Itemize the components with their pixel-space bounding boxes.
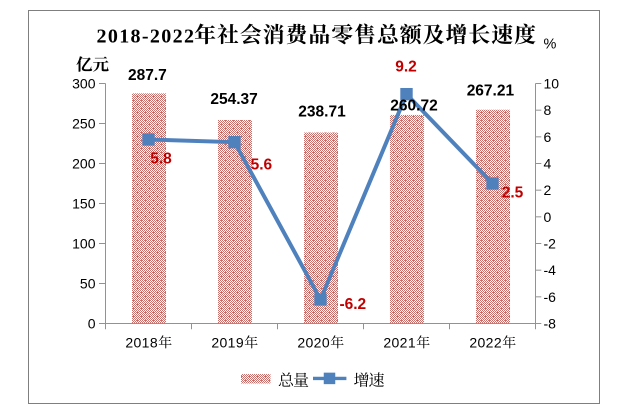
svg-text:2018-2022: 2018-2022 bbox=[97, 26, 196, 48]
svg-text:267.21: 267.21 bbox=[467, 82, 515, 99]
svg-text:2020: 2020 bbox=[297, 334, 330, 350]
svg-text:-2: -2 bbox=[544, 236, 557, 252]
svg-text:2: 2 bbox=[544, 182, 552, 198]
svg-text:-8: -8 bbox=[544, 316, 557, 332]
svg-text:238.71: 238.71 bbox=[298, 103, 346, 120]
svg-text:150: 150 bbox=[72, 196, 96, 212]
svg-text:2.5: 2.5 bbox=[502, 184, 524, 201]
svg-text:2021: 2021 bbox=[383, 334, 416, 350]
svg-text:6: 6 bbox=[544, 129, 552, 145]
svg-text:100: 100 bbox=[72, 236, 96, 252]
svg-text:5.8: 5.8 bbox=[150, 150, 172, 167]
svg-text:-6: -6 bbox=[544, 289, 557, 305]
svg-text:260.72: 260.72 bbox=[390, 97, 437, 114]
svg-text:-4: -4 bbox=[544, 262, 557, 278]
svg-text:200: 200 bbox=[72, 156, 96, 172]
svg-text:287.7: 287.7 bbox=[128, 67, 167, 84]
svg-text:5.6: 5.6 bbox=[251, 156, 273, 173]
svg-text:300: 300 bbox=[72, 76, 96, 92]
svg-text:50: 50 bbox=[80, 276, 96, 292]
svg-text:2022: 2022 bbox=[469, 334, 502, 350]
svg-text:2018: 2018 bbox=[125, 334, 158, 350]
svg-text:254.37: 254.37 bbox=[210, 91, 257, 108]
svg-text:250: 250 bbox=[72, 116, 96, 132]
svg-text:8: 8 bbox=[544, 102, 552, 118]
svg-text:2019: 2019 bbox=[211, 334, 244, 350]
svg-text:9.2: 9.2 bbox=[395, 58, 417, 75]
svg-text:4: 4 bbox=[544, 156, 552, 172]
svg-text:%: % bbox=[544, 37, 557, 53]
svg-text:0: 0 bbox=[88, 316, 96, 332]
svg-text:-6.2: -6.2 bbox=[339, 296, 366, 313]
svg-text:10: 10 bbox=[544, 76, 560, 92]
svg-text:0: 0 bbox=[544, 209, 552, 225]
